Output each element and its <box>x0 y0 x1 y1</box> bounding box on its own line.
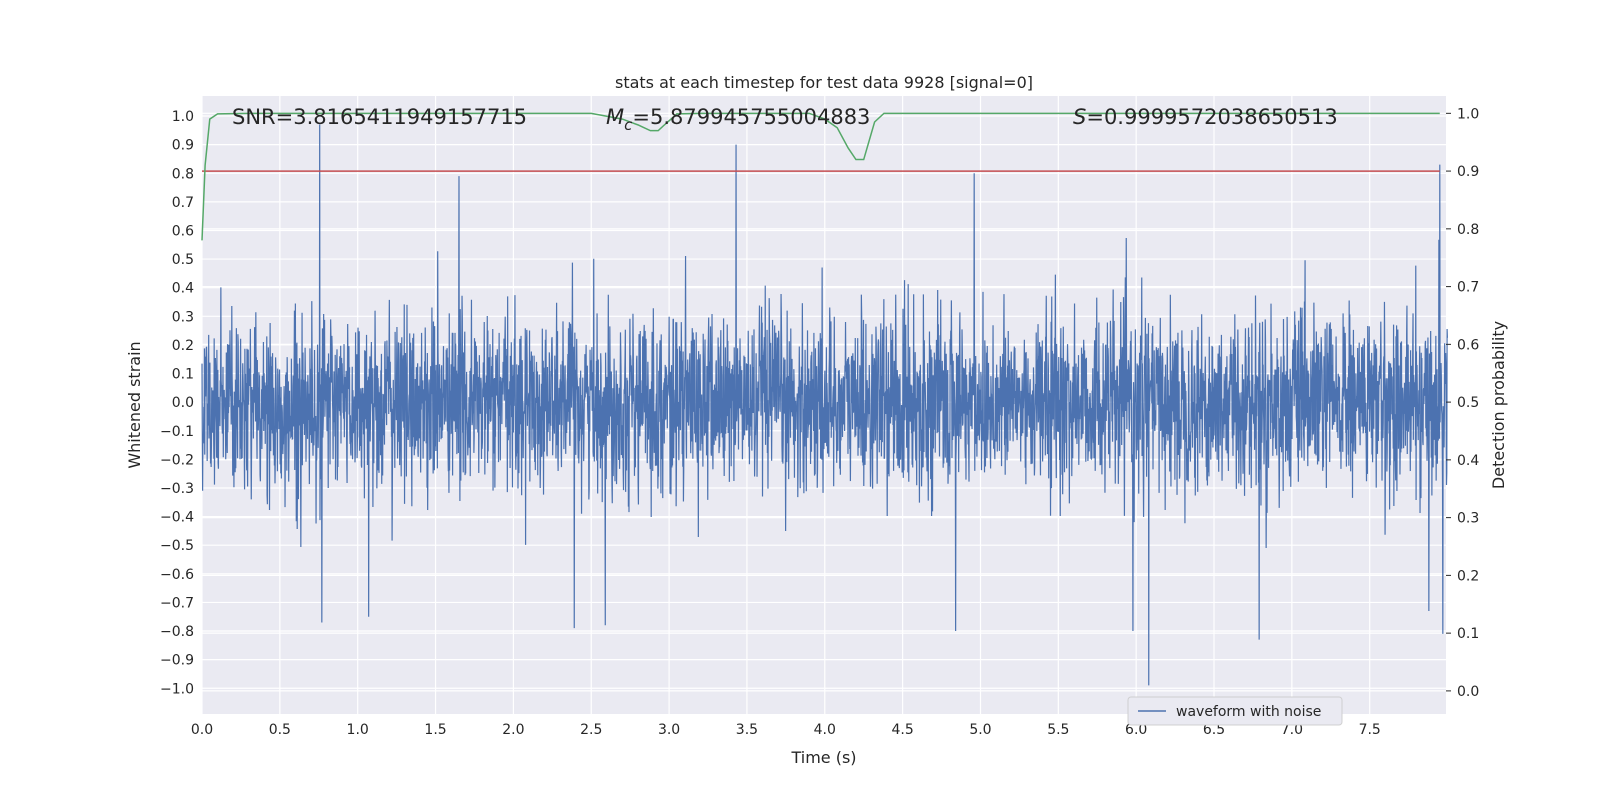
y-tick-label-left: −0.9 <box>160 653 194 669</box>
y-tick-label-left: −0.4 <box>160 510 194 526</box>
legend-label: waveform with noise <box>1176 704 1321 720</box>
y-tick-label-left: −0.8 <box>160 624 194 640</box>
x-tick-label: 6.5 <box>1203 722 1225 738</box>
y-tick-label-right: 0.6 <box>1457 337 1479 353</box>
chart-title: stats at each timestep for test data 992… <box>615 73 1033 92</box>
y-tick-label-right: 0.1 <box>1457 626 1479 642</box>
x-tick-label: 4.5 <box>891 722 913 738</box>
chirp-mass-subscript: c <box>624 116 633 134</box>
y-tick-label-left: 0.3 <box>172 309 194 325</box>
tick-labels: 0.0 0.5 1.0 1.5 2.0 2.5 3.0 3.5 4.0 4.5 5.0 5.5 6.0 6… <box>160 106 1479 738</box>
y-tick-label-left: −1.0 <box>160 681 194 697</box>
x-tick-label: 2.0 <box>502 722 524 738</box>
chirp-mass-annotation: Mc=5.879945755004883 <box>606 105 870 134</box>
y-tick-label-left: 0.9 <box>172 138 194 154</box>
x-tick-label: 7.0 <box>1281 722 1303 738</box>
y-tick-label-right: 0.9 <box>1457 164 1479 180</box>
x-tick-label: 3.5 <box>736 722 758 738</box>
y-tick-label-left: 0.8 <box>172 166 194 182</box>
y-tick-label-right: 0.8 <box>1457 222 1479 238</box>
x-tick-label: 5.0 <box>969 722 991 738</box>
x-tick-label: 1.5 <box>424 722 446 738</box>
y-tick-label-right: 0.5 <box>1457 395 1479 411</box>
y-tick-label-left: 0.1 <box>172 367 194 383</box>
y-tick-label-left: 0.2 <box>172 338 194 354</box>
y-tick-label-left: −0.6 <box>160 567 194 583</box>
y-tick-label-left: 1.0 <box>172 109 194 125</box>
x-tick-label: 4.0 <box>814 722 836 738</box>
y-tick-label-left: 0.7 <box>172 195 194 211</box>
y-tick-label-left: 0.5 <box>172 252 194 268</box>
waveform-line <box>201 124 1448 686</box>
y-axis-label-left: Whitened strain <box>125 341 144 468</box>
s-value: =0.9999572038650513 <box>1086 105 1337 129</box>
legend-box <box>1127 696 1343 726</box>
x-tick-label: 7.5 <box>1359 722 1381 738</box>
y-tick-label-left: 0.0 <box>172 395 194 411</box>
y-tick-label-right: 0.4 <box>1457 453 1479 469</box>
x-tick-label: 0.5 <box>269 722 291 738</box>
y-tick-label-left: −0.3 <box>160 481 194 497</box>
chirp-mass-symbol: M <box>606 105 624 129</box>
y-tick-label-left: 0.4 <box>172 281 194 297</box>
y-tick-label-right: 0.3 <box>1457 511 1479 527</box>
y-tick-label-left: −0.1 <box>160 424 194 440</box>
x-tick-label: 6.0 <box>1125 722 1147 738</box>
y-tick-label-left: −0.5 <box>160 538 194 554</box>
y-tick-label-right: 0.2 <box>1457 568 1479 584</box>
x-tick-label: 3.0 <box>658 722 680 738</box>
s-symbol: S <box>1073 105 1086 129</box>
y-tick-label-right: 0.0 <box>1457 684 1479 700</box>
y-tick-label-right: 1.0 <box>1457 106 1479 122</box>
snr-annotation: SNR=3.8165411949157715 <box>232 105 527 129</box>
legend: waveform with noise <box>1127 696 1343 726</box>
y-tick-label-right: 0.7 <box>1457 280 1479 296</box>
detection-probability-line <box>201 112 1440 241</box>
x-tick-label: 2.5 <box>580 722 602 738</box>
x-tick-label: 0.0 <box>191 722 213 738</box>
y-tick-label-left: −0.7 <box>160 595 194 611</box>
x-tick-label: 1.0 <box>347 722 369 738</box>
y-tick-label-left: −0.2 <box>160 452 194 468</box>
y-axis-label-right: Detection probability <box>1489 321 1508 489</box>
x-tick-label: 5.5 <box>1047 722 1069 738</box>
s-annotation: S=0.9999572038650513 <box>1073 105 1338 129</box>
chirp-mass-value: =5.879945755004883 <box>632 105 870 129</box>
x-axis-label: Time (s) <box>790 748 856 767</box>
y-tick-label-left: 0.6 <box>172 223 194 239</box>
